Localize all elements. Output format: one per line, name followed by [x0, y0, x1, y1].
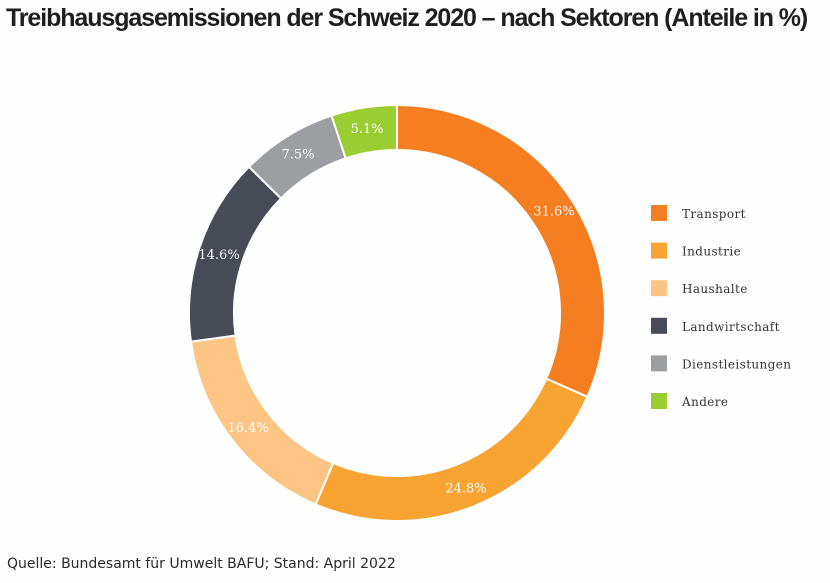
legend-label: Andere: [681, 395, 728, 409]
donut-slice-labels: 31.6% 24.8% 16.4% 14.6% 7.5% 5.1%: [198, 122, 574, 496]
legend-item-transport[interactable]: Transport: [651, 205, 746, 221]
legend-swatch: [651, 317, 667, 334]
legend-swatch: [651, 280, 667, 297]
legend-swatch: [651, 205, 667, 221]
slice-label-transport: 31.6%: [533, 205, 574, 220]
donut-slice-industrie[interactable]: [314, 377, 589, 522]
donut-slice-haushalte[interactable]: [189, 334, 335, 506]
legend-item-dienstleistungen[interactable]: Dienstleistungen: [651, 355, 791, 372]
legend-item-industrie[interactable]: Industrie: [651, 242, 741, 259]
legend-item-haushalte[interactable]: Haushalte: [651, 280, 748, 297]
legend-label: Transport: [682, 207, 746, 221]
legend-item-andere[interactable]: Andere: [651, 393, 728, 409]
slice-label-industrie: 24.8%: [445, 481, 486, 496]
chart-title: Treibhausgasemissionen der Schweiz 2020 …: [6, 4, 808, 32]
source-note: Quelle: Bundesamt für Umwelt BAFU; Stand…: [7, 556, 396, 572]
slice-label-landwirtschaft: 14.6%: [198, 248, 239, 263]
legend-label: Landwirtschaft: [682, 320, 780, 334]
chart-legend: Transport Industrie Haushalte Landwirtschaf…: [651, 205, 791, 409]
slice-label-haushalte: 16.4%: [227, 421, 268, 436]
legend-swatch: [651, 393, 667, 409]
donut-slice-andere[interactable]: [330, 103, 398, 160]
legend-label: Industrie: [682, 245, 741, 259]
legend-item-landwirtschaft[interactable]: Landwirtschaft: [651, 317, 780, 334]
legend-swatch: [651, 242, 667, 259]
legend-label: Haushalte: [682, 282, 748, 296]
legend-swatch: [651, 355, 667, 372]
slice-label-andere: 5.1%: [351, 122, 384, 137]
donut-slice-transport[interactable]: [396, 103, 606, 399]
donut-slices: [188, 103, 606, 522]
legend-label: Dienstleistungen: [682, 357, 791, 371]
slice-label-dienstleistungen: 7.5%: [282, 148, 315, 163]
